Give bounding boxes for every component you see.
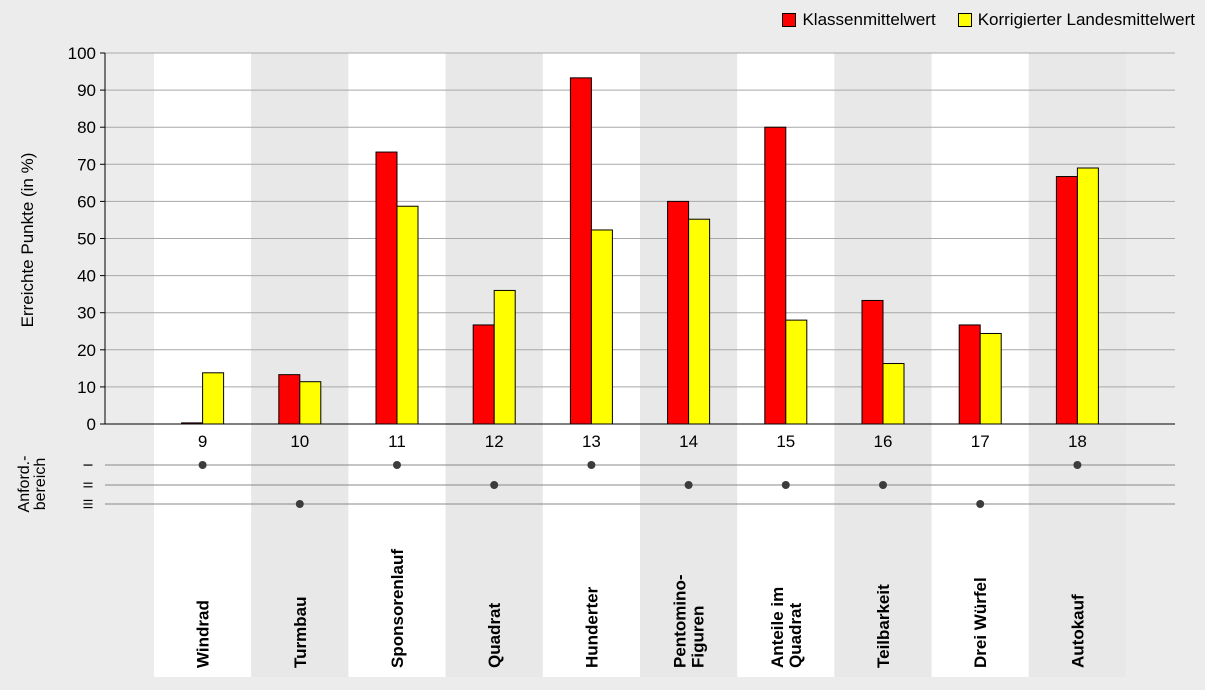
bar-class-18 [1055, 176, 1078, 425]
x-tick-label-18: 18 [1068, 432, 1087, 451]
y-axis-label: Erreichte Punkte (in %) [18, 152, 37, 328]
task-name-18: Autokauf [1068, 594, 1087, 668]
x-tick-label-11: 11 [388, 432, 406, 451]
task-name-line: Quadrat [786, 602, 805, 668]
task-name-line: Sponsorenlauf [388, 549, 407, 668]
y-tick-label-20: 20 [77, 341, 96, 360]
bar-class-17 [958, 324, 981, 425]
x-tick-label-15: 15 [776, 432, 795, 451]
y-tick-label-0: 0 [87, 415, 96, 434]
task-name-17: Drei Würfel [971, 577, 990, 668]
y-tick-label-70: 70 [77, 155, 96, 174]
x-tick-label-10: 10 [290, 432, 309, 451]
task-name-line: Figuren [689, 606, 708, 668]
legend-label-land: Korrigierter Landesmittelwert [977, 10, 1195, 29]
column-stripe-10 [251, 53, 349, 677]
bar-class-16 [861, 299, 884, 425]
bar-class-14 [667, 200, 690, 425]
requirement-dot-14 [684, 481, 693, 489]
bar-land-14 [688, 218, 711, 425]
x-tick-label-17: 17 [971, 432, 990, 451]
x-tick-label-14: 14 [679, 432, 698, 451]
bar-land-18 [1076, 167, 1099, 425]
x-tick-label-9: 9 [198, 432, 207, 451]
task-name-line: Teilbarkeit [874, 584, 893, 668]
bar-land-15 [785, 319, 808, 425]
y-tick-label-80: 80 [77, 118, 96, 137]
requirement-dot-9 [198, 461, 207, 469]
y-tick-label-10: 10 [77, 378, 96, 397]
requirement-dot-10 [295, 500, 304, 508]
task-name-16: Teilbarkeit [874, 584, 893, 668]
x-tick-label-13: 13 [582, 432, 601, 451]
bar-land-9 [202, 372, 225, 425]
task-name-15: Anteile imQuadrat [768, 587, 805, 668]
requirement-area-label: Anford.- bereich [16, 455, 49, 513]
legend-label-class: Klassenmittelwert [802, 10, 936, 29]
y-tick-label-100: 100 [68, 44, 96, 63]
bar-class-12 [472, 324, 495, 425]
bar-class-13 [569, 77, 592, 425]
bar-land-11 [396, 205, 419, 425]
requirement-dot-17 [976, 500, 985, 508]
task-name-line: Anteile im [768, 587, 787, 668]
bar-class-10 [278, 374, 301, 425]
requirement-dot-13 [587, 461, 596, 469]
task-name-line: Turmbau [291, 597, 310, 668]
requirement-level-3: III [80, 498, 96, 510]
bar-land-10 [299, 381, 322, 425]
requirement-dot-11 [393, 461, 401, 469]
y-tick-label-60: 60 [77, 192, 96, 211]
legend-swatch-class [782, 13, 797, 27]
requirement-dot-16 [879, 481, 887, 489]
requirement-dot-15 [781, 481, 790, 489]
task-name-line: Quadrat [485, 602, 504, 668]
requirement-dot-12 [490, 481, 499, 489]
legend: Klassenmittelwert Korrigierter Landesmit… [782, 10, 1195, 30]
bar-class-15 [764, 126, 787, 425]
requirement-level-1: I [80, 463, 96, 467]
bar-class-9 [181, 422, 204, 425]
bar-class-11 [375, 151, 398, 425]
task-name-13: Hunderter [582, 586, 601, 668]
requirement-dot-18 [1073, 461, 1082, 469]
y-tick-label-30: 30 [77, 304, 96, 323]
y-tick-label-90: 90 [77, 81, 96, 100]
bar-land-12 [493, 289, 516, 425]
legend-entry-land: Korrigierter Landesmittelwert [957, 10, 1195, 30]
task-name-10: Turmbau [291, 597, 310, 668]
task-name-11: Sponsorenlauf [388, 549, 407, 668]
task-name-12: Quadrat [485, 602, 504, 668]
task-name-line: Autokauf [1068, 594, 1087, 668]
legend-entry-class: Klassenmittelwert [782, 10, 936, 30]
x-tick-label-16: 16 [874, 432, 893, 451]
task-name-line: Pentomino- [671, 575, 690, 669]
y-tick-label-40: 40 [77, 267, 96, 286]
task-name-9: Windrad [194, 600, 213, 668]
bar-land-13 [590, 229, 613, 425]
task-name-14: Pentomino-Figuren [671, 575, 708, 669]
requirement-level-2: II [80, 481, 96, 489]
task-name-line: Hunderter [582, 586, 601, 668]
y-tick-label-50: 50 [77, 230, 96, 249]
task-name-line: Windrad [194, 600, 213, 668]
x-tick-label-12: 12 [485, 432, 504, 451]
column-stripe-9 [154, 53, 252, 677]
bar-land-17 [979, 332, 1002, 425]
legend-swatch-land [957, 13, 972, 27]
task-name-line: Drei Würfel [971, 577, 990, 668]
bar-land-16 [882, 363, 905, 425]
